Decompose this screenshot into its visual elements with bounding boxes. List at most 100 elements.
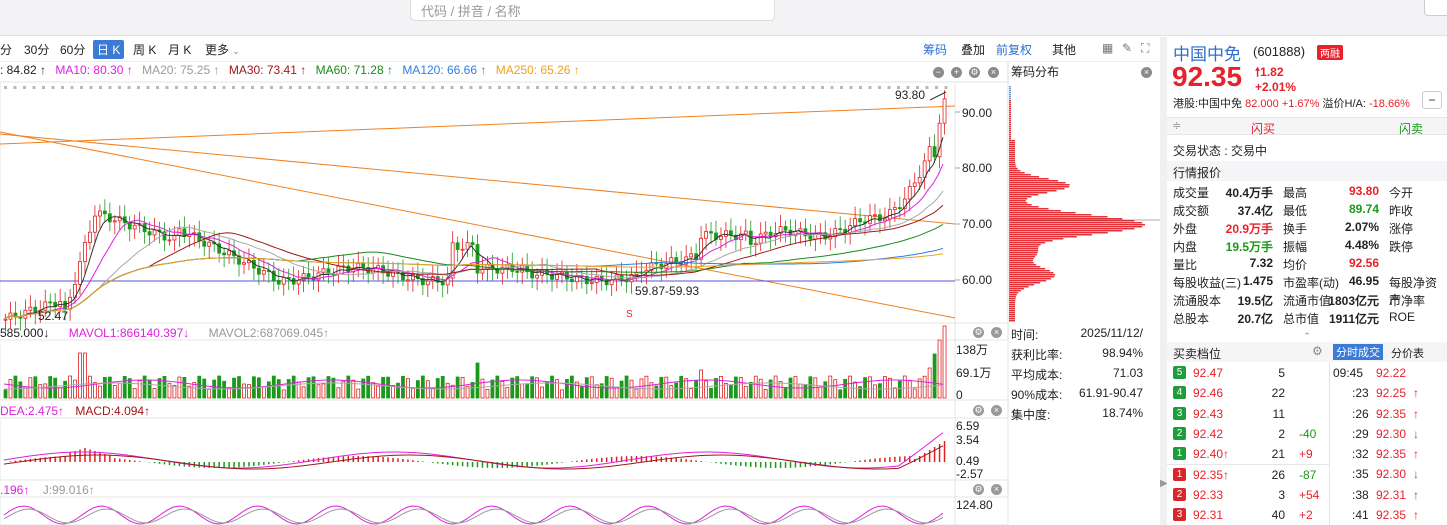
- price-change-pct: +2.01%: [1255, 80, 1297, 94]
- candle-body: [8, 312, 13, 320]
- adjust-dropdown[interactable]: 前复权: [996, 43, 1033, 57]
- quote-key: 总股本: [1173, 312, 1210, 326]
- event-dot: [621, 86, 625, 89]
- chip-bar: [1009, 94, 1011, 96]
- candle-body: [490, 263, 495, 270]
- chip-bar: [1009, 288, 1025, 290]
- settings-icon[interactable]: ⚙: [969, 67, 980, 78]
- period-60min[interactable]: 60分: [60, 43, 86, 57]
- orderbook-row[interactable]: 4 92.46 22: [1167, 383, 1329, 403]
- candle-body: [649, 262, 654, 271]
- vol-close-icon[interactable]: ×: [991, 327, 1002, 338]
- ma-legend: : 84.82 ↑ MA10: 80.30 ↑ MA20: 75.25 ↑ MA…: [0, 63, 1008, 81]
- period-month[interactable]: 月 K: [168, 43, 192, 57]
- down-arrow-icon: ↓: [1413, 426, 1419, 441]
- event-dot: [878, 86, 881, 89]
- collapse-button[interactable]: −: [1422, 91, 1442, 109]
- expand-icon[interactable]: ⌃: [1303, 331, 1311, 341]
- chips-close-icon[interactable]: ×: [1141, 67, 1152, 78]
- period-more[interactable]: 更多 ⌄: [205, 43, 240, 57]
- trend-line: [0, 131, 956, 319]
- volume-bar: [48, 376, 53, 399]
- minimize-icon[interactable]: −: [933, 67, 944, 78]
- period-week[interactable]: 周 K: [133, 43, 157, 57]
- orderbook-row[interactable]: 2 92.42 2 -40: [1167, 424, 1329, 444]
- tab-price-table[interactable]: 分价表: [1391, 348, 1424, 360]
- other-dropdown[interactable]: 其他: [1052, 43, 1077, 57]
- kdj-close-icon[interactable]: ×: [991, 484, 1002, 495]
- quote-key: 最低: [1283, 204, 1308, 218]
- pane-splitter[interactable]: [1160, 37, 1167, 525]
- macd-close-icon[interactable]: ×: [991, 405, 1002, 416]
- period-30min[interactable]: 30分: [24, 43, 50, 57]
- quote-key: 今开: [1389, 186, 1414, 200]
- period-day[interactable]: 日 K: [93, 40, 125, 59]
- quote-row: 总股本 20.7亿 总市值 1911亿元 ROE: [1173, 309, 1447, 327]
- overlay-button[interactable]: 叠加: [961, 43, 986, 57]
- candle-body: [445, 277, 450, 286]
- volume-bar: [659, 376, 664, 399]
- candle-body: [495, 268, 500, 274]
- chip-bar: [1009, 216, 1108, 218]
- volume-bar: [132, 388, 137, 399]
- add-icon[interactable]: +: [951, 67, 962, 78]
- order-price: 92.40↑: [1193, 447, 1230, 462]
- event-dot: [127, 86, 131, 89]
- stock-info-pane: 中国中免 (601888) 两融 92.35 🠕1.82 +2.01% 港股:中…: [1167, 37, 1447, 525]
- tab-ticks[interactable]: 分时成交: [1333, 344, 1383, 360]
- period-min[interactable]: 分: [0, 43, 13, 57]
- kdj-settings-icon[interactable]: ⚙: [973, 484, 984, 495]
- volume-bar: [266, 381, 271, 399]
- search-input[interactable]: 代码 / 拼音 / 名称: [410, 0, 775, 21]
- orderbook-row[interactable]: 2 92.33 3 +54: [1167, 485, 1329, 505]
- orderbook-row[interactable]: 1 92.40↑ 21 +9: [1167, 444, 1329, 464]
- quote-key: 市盈率(动): [1283, 276, 1339, 290]
- collapse-icon[interactable]: ▶: [1160, 478, 1168, 489]
- chip-bar: [1009, 240, 1053, 242]
- volume-bar: [823, 381, 828, 399]
- vol-settings-icon[interactable]: ⚙: [973, 327, 984, 338]
- volume-bar: [579, 386, 584, 399]
- fullscreen-icon[interactable]: ⛶: [1141, 41, 1150, 55]
- draw-icon[interactable]: ✎: [1122, 41, 1133, 55]
- event-dot: [251, 86, 254, 89]
- quote-row: 流通股本 19.5亿 流通市值 1803亿元 市净率: [1173, 291, 1447, 309]
- price-change: 🠕1.82: [1255, 65, 1284, 79]
- candle-body: [897, 207, 902, 210]
- macd-settings-icon[interactable]: ⚙: [973, 405, 984, 416]
- candle-body: [137, 223, 142, 226]
- candle-body: [197, 232, 202, 242]
- close-icon[interactable]: ×: [988, 67, 999, 78]
- chip-bar: [1009, 314, 1016, 316]
- quote-key: 均价: [1283, 258, 1308, 272]
- flash-buy-button[interactable]: 闪买: [1251, 122, 1276, 136]
- volume-bar: [18, 381, 23, 399]
- chip-bar: [1009, 110, 1011, 112]
- event-dot: [213, 86, 216, 89]
- orderbook-row[interactable]: 3 92.43 11: [1167, 404, 1329, 424]
- candle-body: [266, 270, 271, 272]
- event-dot: [469, 86, 473, 89]
- orderbook-row[interactable]: 3 92.31 40 +2: [1167, 505, 1329, 525]
- candle-body: [396, 270, 400, 273]
- volume-bar: [743, 385, 748, 399]
- quote-key: 涨停: [1389, 222, 1414, 236]
- volume-bar: [406, 378, 410, 399]
- flash-sell-button[interactable]: 闪卖: [1399, 122, 1424, 136]
- tick-price: 92.22: [1376, 366, 1407, 380]
- chips-toggle[interactable]: 筹码: [923, 43, 948, 57]
- chip-bar: [1009, 284, 1035, 286]
- candle-body: [733, 234, 738, 241]
- drag-handle-icon[interactable]: ≑: [1172, 120, 1182, 132]
- candle-body: [500, 266, 505, 274]
- window-button[interactable]: [1424, 0, 1447, 16]
- layout-icon[interactable]: ▦: [1102, 41, 1114, 55]
- orderbook-row[interactable]: 5 92.47 5: [1167, 363, 1329, 383]
- macd-legend: DEA:2.475↑ MACD:4.094↑: [0, 404, 150, 418]
- event-dot: [935, 86, 938, 89]
- orderbook-settings-icon[interactable]: ⚙: [1312, 344, 1323, 358]
- event-dot: [593, 86, 596, 89]
- volume-bar: [425, 380, 430, 399]
- orderbook-row[interactable]: 1 92.35↑ 26 -87: [1167, 464, 1329, 484]
- candle-body: [848, 225, 853, 233]
